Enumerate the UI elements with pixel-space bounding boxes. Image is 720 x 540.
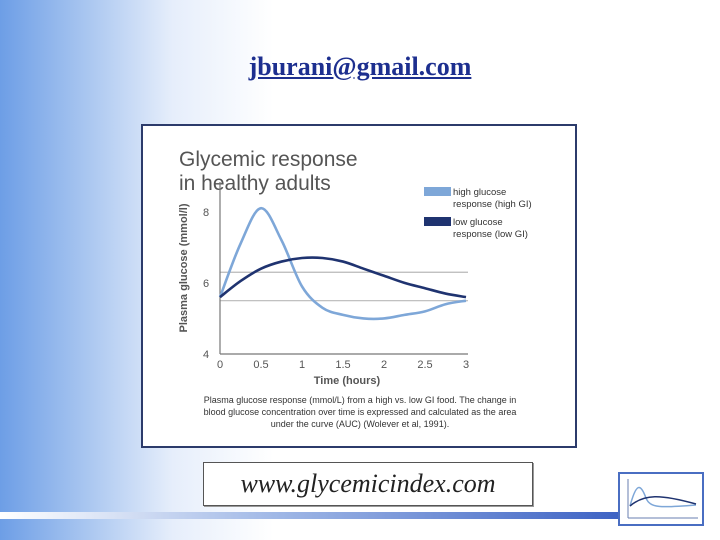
x-tick-label-4: 2 xyxy=(381,359,387,371)
y-tick-label-1: 6 xyxy=(203,278,209,290)
y-tick-label-2: 8 xyxy=(203,207,209,219)
chart-caption: Plasma glucose response (mmol/L) from a … xyxy=(203,395,517,429)
legend-swatch-0 xyxy=(424,187,451,196)
glycemic-chart: Glycemic response in healthy adults 0 0.5 1… xyxy=(141,124,577,448)
x-tick-label-3: 1.5 xyxy=(335,359,350,371)
y-axis-label: Plasma glucose (mmol/l) xyxy=(178,203,190,332)
series-line-0 xyxy=(218,206,467,321)
chart-title-line-0: Glycemic response xyxy=(179,148,358,171)
chart-title-line-1: in healthy adults xyxy=(179,172,331,195)
legend-label-1-1: response (low GI) xyxy=(453,229,528,240)
series-line-1 xyxy=(219,256,467,299)
chart-thumbnail xyxy=(618,472,704,526)
footer-rule xyxy=(0,512,618,519)
legend-swatch-1 xyxy=(424,217,451,226)
x-axis-label: Time (hours) xyxy=(314,375,381,387)
x-tick-label-2: 1 xyxy=(299,359,305,371)
website-url[interactable]: www.glycemicindex.com xyxy=(203,462,533,506)
thumbnail-curves-icon xyxy=(627,479,698,519)
x-tick-label-5: 2.5 xyxy=(417,359,432,371)
x-tick-label-6: 3 xyxy=(463,359,469,371)
legend-label-0-0: high glucose xyxy=(453,187,506,198)
email-link[interactable]: jburani@gmail.com xyxy=(248,52,472,81)
legend-label-1-0: low glucose xyxy=(453,217,503,228)
legend-label-0-1: response (high GI) xyxy=(453,199,532,210)
x-tick-label-0: 0 xyxy=(217,359,223,371)
y-tick-label-0: 4 xyxy=(203,349,209,361)
x-tick-label-1: 0.5 xyxy=(253,359,268,371)
